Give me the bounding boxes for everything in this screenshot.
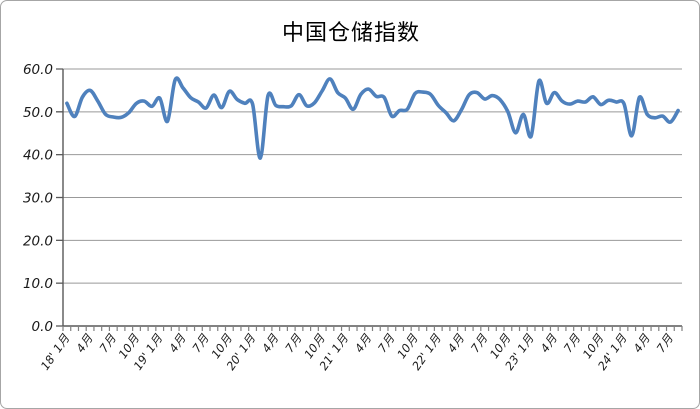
- x-axis-label: 4月: [630, 331, 653, 355]
- y-axis-label: 0.0: [32, 319, 53, 335]
- chart-title: 中国仓储指数: [281, 21, 420, 46]
- x-axis-label: 7月: [654, 331, 677, 355]
- x-axis-label: 4月: [445, 331, 468, 355]
- y-axis-label: 30.0: [23, 191, 53, 207]
- x-axis-label: 4月: [166, 331, 189, 355]
- y-axis-label: 60.0: [23, 62, 53, 78]
- x-axis-label: 4月: [352, 331, 375, 355]
- y-axis-label: 20.0: [23, 233, 53, 249]
- x-axis-label: 4月: [259, 331, 282, 355]
- y-axis-label: 40.0: [23, 148, 53, 164]
- x-axis-label: 4月: [73, 331, 96, 355]
- x-axis-label: 4月: [538, 331, 561, 355]
- index-line-series: [65, 76, 680, 160]
- y-axis-label: 10.0: [23, 276, 53, 292]
- x-axis-label: 18' 1月: [38, 331, 73, 372]
- y-axis-label: 50.0: [23, 105, 53, 121]
